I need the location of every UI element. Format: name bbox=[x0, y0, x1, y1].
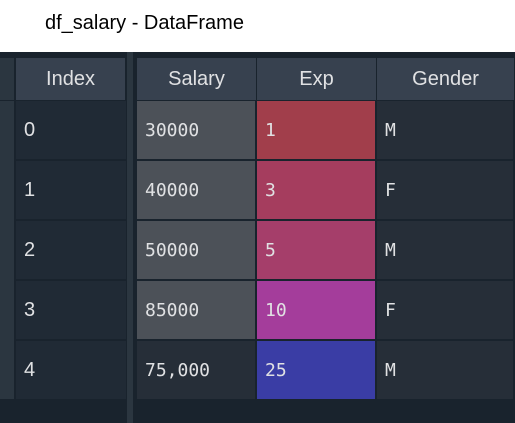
column-header: Salary bbox=[137, 58, 257, 100]
column-header: Exp bbox=[257, 58, 377, 100]
index-cell: 1 bbox=[16, 161, 126, 221]
window-title: df_salary - DataFrame bbox=[45, 12, 244, 34]
index-cell: 0 bbox=[16, 101, 126, 161]
data-cell: 1 bbox=[257, 101, 377, 161]
index-cell: 2 bbox=[16, 221, 126, 281]
data-cell: 40000 bbox=[137, 161, 257, 221]
row-header bbox=[0, 101, 14, 399]
corner bbox=[0, 58, 14, 100]
data-cell: M bbox=[377, 221, 515, 281]
index-header: Index bbox=[16, 58, 126, 100]
splitter bbox=[127, 52, 133, 423]
data-cell: 50000 bbox=[137, 221, 257, 281]
data-cell: 85000 bbox=[137, 281, 257, 341]
data-cell: M bbox=[377, 101, 515, 161]
index-cell: 3 bbox=[16, 281, 126, 341]
data-cell: 30000 bbox=[137, 101, 257, 161]
data-cell: 5 bbox=[257, 221, 377, 281]
data-cell: F bbox=[377, 161, 515, 221]
data-cell: F bbox=[377, 281, 515, 341]
title-bar: df_salary - DataFrame bbox=[0, 0, 515, 52]
data-cell: 25 bbox=[257, 341, 377, 401]
column-header: Gender bbox=[377, 58, 515, 100]
data-cell: 10 bbox=[257, 281, 377, 341]
data-cell: 3 bbox=[257, 161, 377, 221]
data-cell: 75,000 bbox=[137, 341, 257, 401]
index-cell: 4 bbox=[16, 341, 126, 401]
data-cell: M bbox=[377, 341, 515, 401]
